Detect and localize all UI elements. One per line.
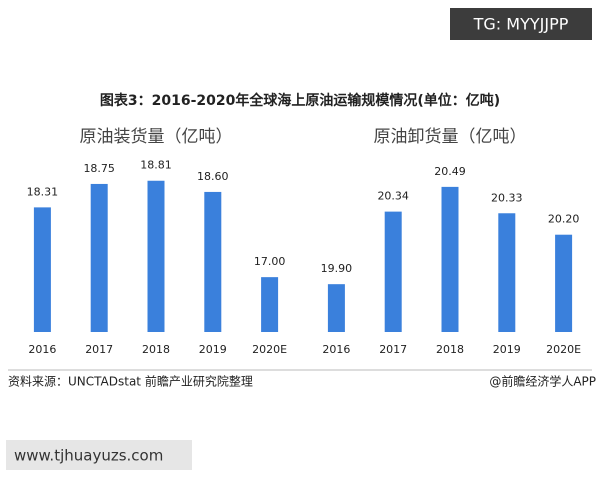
value-label: 18.31 [27, 185, 59, 198]
x-tick-label: 2018 [436, 343, 464, 356]
tag-box [450, 8, 592, 40]
value-label: 18.81 [140, 159, 172, 172]
value-label: 20.49 [434, 165, 466, 178]
tag: TG: MYYJJPP [473, 15, 569, 34]
bar [327, 284, 345, 332]
value-label: 18.60 [197, 170, 229, 183]
panel-title: 原油卸货量（亿吨） [374, 127, 527, 147]
value-label: 18.75 [83, 162, 115, 175]
bar [147, 180, 165, 332]
value-label: 17.00 [254, 255, 286, 268]
bar [204, 191, 222, 332]
value-label: 20.34 [377, 190, 409, 203]
value-label: 20.33 [491, 191, 523, 204]
bar [555, 234, 573, 332]
source: 资料来源：UNCTADstat 前瞻产业研究院整理 [8, 374, 253, 389]
chart-title: 图表3：2016-2020年全球海上原油运输规模情况(单位：亿吨) [100, 92, 500, 109]
footer: www.tjhuayuzs.com [14, 447, 163, 465]
x-tick-label: 2018 [142, 343, 170, 356]
bar [498, 213, 516, 332]
bar [441, 186, 459, 332]
x-tick-label: 2020E [546, 343, 581, 356]
panel-title: 原油装货量（亿吨） [80, 127, 233, 147]
footer-box [6, 440, 192, 470]
credit: @前瞻经济学人APP [489, 374, 596, 389]
bar [261, 277, 279, 332]
x-tick-label: 2016 [322, 343, 350, 356]
bar [33, 207, 51, 332]
x-tick-label: 2017 [85, 343, 113, 356]
x-tick-label: 2019 [199, 343, 227, 356]
x-tick-label: 2019 [493, 343, 521, 356]
value-label: 19.90 [321, 262, 353, 275]
bar [90, 183, 108, 332]
bar [384, 211, 402, 332]
x-tick-label: 2016 [28, 343, 56, 356]
x-tick-label: 2017 [379, 343, 407, 356]
x-tick-label: 2020E [252, 343, 287, 356]
value-label: 20.20 [548, 213, 580, 226]
